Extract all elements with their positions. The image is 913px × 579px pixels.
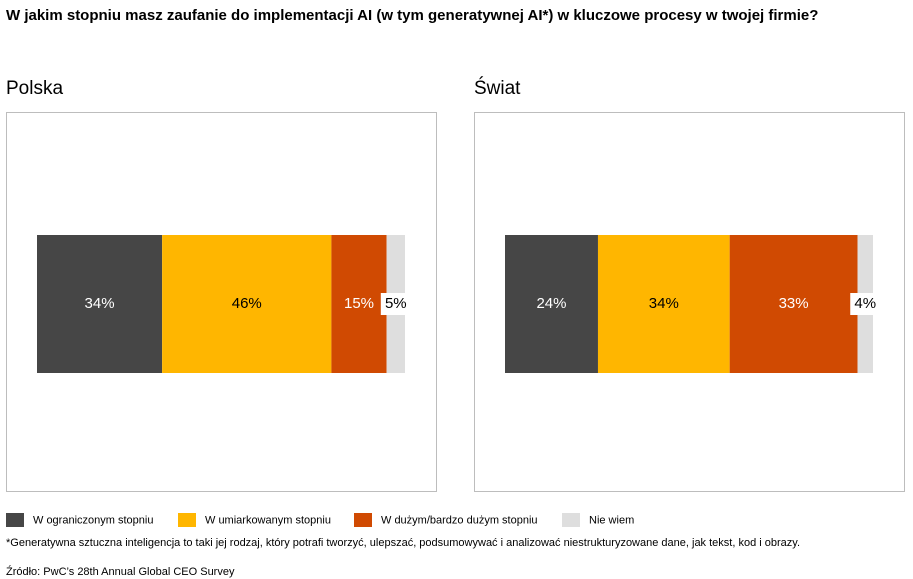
label-background [850, 293, 881, 315]
label-background [380, 293, 411, 315]
panel-title: Polska [6, 78, 63, 99]
value-label: 46% [232, 295, 262, 312]
bar-segment [729, 235, 858, 373]
value-label: 33% [779, 295, 809, 312]
source: Źródło: PwC’s 28th Annual Global CEO Sur… [6, 566, 235, 578]
legend-label: Nie wiem [589, 514, 634, 526]
panel-frame [474, 112, 905, 492]
bar-segment [505, 235, 598, 373]
value-label: 4% [854, 295, 876, 312]
page-title: W jakim stopniu masz zaufanie do impleme… [6, 7, 819, 24]
bar-segment [331, 235, 387, 373]
legend-label: W umiarkowanym stopniu [205, 514, 331, 526]
value-label: 24% [536, 295, 566, 312]
value-label: 15% [344, 295, 374, 312]
legend-label: W dużym/bardzo dużym stopniu [381, 514, 538, 526]
panel-frame [6, 112, 437, 492]
legend-swatch [6, 513, 24, 527]
legend-swatch [178, 513, 196, 527]
legend-swatch [562, 513, 580, 527]
bar-segment [37, 235, 163, 373]
legend-swatch [354, 513, 372, 527]
value-label: 34% [85, 295, 115, 312]
legend-label: W ograniczonym stopniu [33, 514, 153, 526]
panel-title: Świat [474, 77, 521, 99]
value-label: 34% [649, 295, 679, 312]
footnote: *Generatywna sztuczna inteligencja to ta… [6, 537, 801, 549]
bar-segment [597, 235, 730, 373]
value-label: 5% [385, 295, 407, 312]
bar-segment [162, 235, 332, 373]
